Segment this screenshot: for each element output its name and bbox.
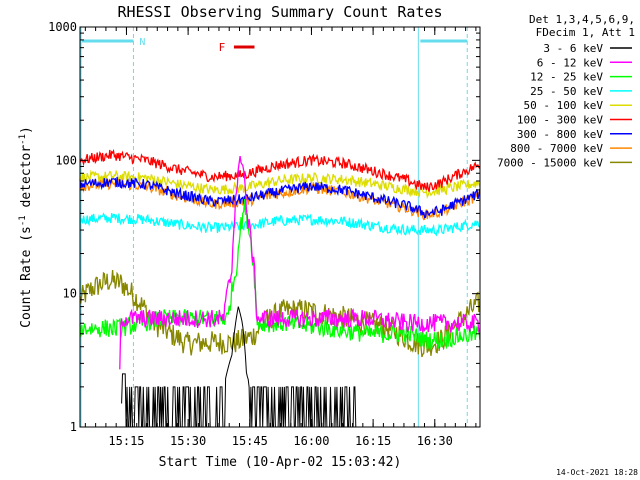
series-3 bbox=[79, 212, 481, 237]
legend-label-6: 300 - 800 keV bbox=[517, 128, 603, 141]
series-line-0 bbox=[121, 306, 360, 428]
legend-label-4: 50 - 100 keV bbox=[524, 99, 604, 112]
flag-label-2: F bbox=[219, 41, 226, 54]
legend-label-5: 100 - 300 keV bbox=[517, 114, 603, 127]
x-tick-label-1: 15:30 bbox=[170, 434, 206, 448]
y-axis-label-sup2: -1 bbox=[18, 134, 28, 145]
y-tick-label-2: 100 bbox=[55, 153, 77, 167]
x-axis-label: Start Time (10-Apr-02 15:03:42) bbox=[159, 455, 402, 470]
legend: Det 1,3,4,5,6,9, FDecim 1, Att 1 3 - 6 k… bbox=[497, 13, 635, 169]
y-axis: 1 10 100 1000 bbox=[48, 20, 480, 434]
legend-label-2: 12 - 25 keV bbox=[530, 71, 603, 84]
series-line-4 bbox=[79, 169, 481, 199]
x-tick-label-2: 15:45 bbox=[232, 434, 268, 448]
chart-title: RHESSI Observing Summary Count Rates bbox=[117, 3, 442, 21]
y-axis-label: Count Rate (s-1 detector-1) bbox=[18, 126, 34, 328]
legend-label-3: 25 - 50 keV bbox=[530, 85, 603, 98]
legend-label-0: 3 - 6 keV bbox=[543, 42, 603, 55]
series-6 bbox=[79, 176, 481, 219]
plot-timestamp: 14-Oct-2021 18:28 bbox=[556, 468, 638, 477]
x-tick-label-5: 16:30 bbox=[417, 434, 453, 448]
y-tick-label-3: 1000 bbox=[48, 20, 77, 34]
series-line-7 bbox=[79, 177, 481, 221]
series-line-1 bbox=[119, 156, 481, 370]
y-tick-label-1: 10 bbox=[63, 287, 77, 301]
x-tick-label-3: 16:00 bbox=[293, 434, 329, 448]
x-tick-label-0: 15:15 bbox=[108, 434, 144, 448]
series-7 bbox=[79, 177, 481, 221]
series-5 bbox=[79, 148, 481, 192]
series-line-5 bbox=[79, 148, 481, 192]
series-line-6 bbox=[79, 176, 481, 219]
series-1 bbox=[119, 156, 481, 370]
legend-header-line-1: Det 1,3,4,5,6,9, bbox=[529, 13, 635, 26]
legend-label-1: 6 - 12 keV bbox=[537, 56, 604, 69]
y-axis-label-end: ) bbox=[19, 126, 34, 134]
series-line-3 bbox=[79, 212, 481, 237]
legend-label-7: 800 - 7000 keV bbox=[510, 142, 603, 155]
y-axis-label-main: Count Rate (s bbox=[19, 226, 34, 328]
legend-label-8: 7000 - 15000 keV bbox=[497, 156, 603, 169]
x-tick-label-4: 16:15 bbox=[355, 434, 391, 448]
flag-label-0: N bbox=[139, 37, 145, 48]
legend-header-line-2: FDecim 1, Att 1 bbox=[536, 26, 635, 39]
x-axis: 15:15 15:30 15:45 16:00 16:15 16:30 bbox=[84, 27, 477, 448]
y-tick-label-0: 1 bbox=[70, 420, 77, 434]
plot-frame bbox=[79, 26, 481, 428]
y-axis-label-mid: detector bbox=[19, 145, 34, 216]
series-4 bbox=[79, 169, 481, 199]
y-axis-label-sup1: -1 bbox=[18, 215, 28, 226]
series-0 bbox=[121, 306, 360, 428]
